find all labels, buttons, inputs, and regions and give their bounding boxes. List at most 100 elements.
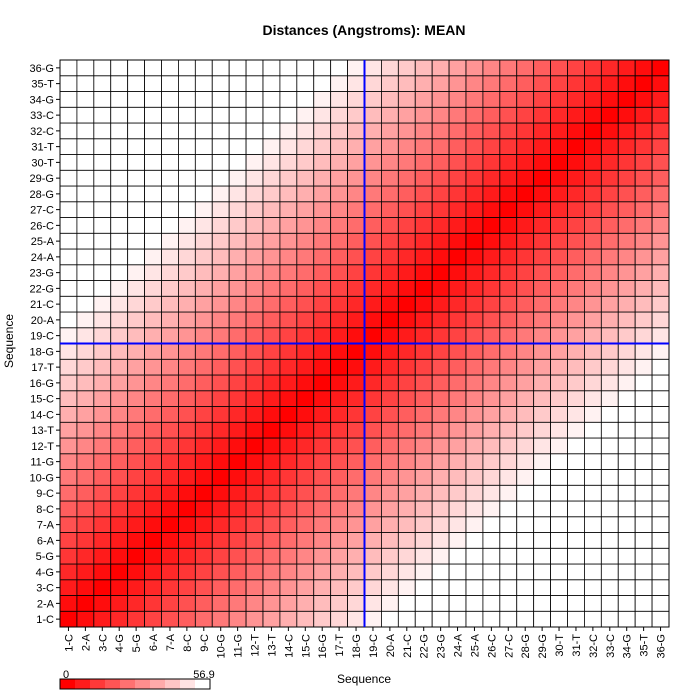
heatmap-cell [194, 201, 213, 218]
heatmap-cell [482, 532, 501, 549]
heatmap-cell [381, 406, 399, 423]
heatmap-cell [414, 138, 433, 155]
heatmap-cell [262, 280, 281, 297]
heatmap-cell [347, 75, 365, 92]
heatmap-cell [144, 217, 162, 234]
heatmap-cell [600, 106, 619, 124]
heatmap-cell [279, 453, 298, 470]
heatmap-cell [228, 358, 247, 376]
heatmap-cell [533, 595, 551, 612]
heatmap-cell [431, 91, 450, 108]
heatmap-cell [245, 579, 264, 596]
heatmap-cell [617, 374, 636, 392]
heatmap-cell [161, 358, 179, 376]
heatmap-cell [465, 500, 484, 518]
color-legend: 0 56.9 [59, 669, 215, 690]
heatmap-cell [364, 248, 382, 266]
heatmap-cell [127, 484, 145, 502]
heatmap-cell [651, 91, 670, 108]
heatmap-cell [59, 295, 78, 313]
heatmap-cell [127, 343, 145, 360]
heatmap-cell [414, 358, 433, 376]
x-tick-labels: 1-C 2-A 3-C 4-G 5-G 6-A 7-A 8-C 9-C 10-G 11-G 12-T 1… [63, 627, 668, 658]
heatmap-cell [279, 311, 298, 329]
heatmap-cell [347, 453, 365, 470]
heatmap-cell [617, 59, 636, 77]
heatmap-cell [516, 374, 535, 392]
heatmap-cell [550, 106, 568, 124]
heatmap-cell [161, 154, 179, 171]
heatmap-cell [381, 595, 399, 612]
heatmap-cell [533, 154, 551, 171]
heatmap-cell [567, 122, 585, 140]
heatmap-cell [347, 169, 365, 187]
heatmap-cell [93, 579, 112, 596]
heatmap-cell [533, 421, 551, 439]
heatmap-cell [110, 169, 129, 187]
heatmap-cell [397, 264, 416, 281]
heatmap-cell [127, 169, 145, 187]
heatmap-cell [228, 201, 247, 218]
heatmap-cell [296, 154, 315, 171]
heatmap-cell [178, 264, 196, 281]
heatmap-cell [127, 248, 145, 266]
heatmap-cell [144, 500, 162, 518]
heatmap-cell [296, 280, 315, 297]
heatmap-cell [59, 484, 78, 502]
heatmap-cell [516, 563, 535, 581]
heatmap-cell [600, 138, 619, 155]
heatmap-cell [448, 91, 467, 108]
heatmap-cell [600, 217, 619, 234]
heatmap-cell [567, 343, 585, 360]
heatmap-cell [245, 390, 264, 407]
heatmap-cell [347, 154, 365, 171]
heatmap-cell [381, 59, 399, 77]
heatmap-cell [414, 280, 433, 297]
heatmap-cell [93, 248, 112, 266]
heatmap-cell [313, 500, 332, 518]
heatmap-cell [279, 280, 298, 297]
heatmap-cell [127, 547, 145, 565]
y-tick-label: 10-G [30, 472, 54, 484]
heatmap-cell [76, 138, 95, 155]
heatmap-cell [178, 563, 196, 581]
heatmap-cell [414, 547, 433, 565]
heatmap-cell [178, 343, 196, 360]
legend-swatch [60, 679, 76, 689]
heatmap-cell [600, 264, 619, 281]
x-tick-label: 34-G [622, 634, 634, 658]
heatmap-cell [465, 579, 484, 596]
heatmap-cell [634, 547, 653, 565]
heatmap-cell [448, 563, 467, 581]
heatmap-cell [482, 343, 501, 360]
heatmap-cell [313, 453, 332, 470]
heatmap-cell [330, 421, 348, 439]
heatmap-cell [465, 374, 484, 392]
heatmap-cell [482, 390, 501, 407]
heatmap-cell [651, 610, 670, 628]
heatmap-cell [397, 595, 416, 612]
heatmap-cell [499, 516, 518, 533]
heatmap-cell [59, 106, 78, 124]
heatmap-cell [296, 311, 315, 329]
heatmap-cell [516, 59, 535, 77]
heatmap-cell [228, 343, 247, 360]
heatmap-cell [448, 185, 467, 203]
heatmap-cell [550, 217, 568, 234]
heatmap-cell [161, 374, 179, 392]
heatmap-cell [245, 437, 264, 455]
heatmap-cell [262, 469, 281, 486]
heatmap-cell [482, 327, 501, 344]
heatmap-cell [381, 469, 399, 486]
heatmap-cell [600, 532, 619, 549]
heatmap-cell [93, 547, 112, 565]
heatmap-cell [330, 280, 348, 297]
heatmap-cell [296, 75, 315, 92]
heatmap-cell [533, 390, 551, 407]
heatmap-cell [431, 390, 450, 407]
heatmap-cell [567, 516, 585, 533]
heatmap-cell [110, 390, 129, 407]
heatmap-cell [313, 248, 332, 266]
heatmap-cell [330, 453, 348, 470]
chart-title: Distances (Angstroms): MEAN [262, 22, 465, 38]
